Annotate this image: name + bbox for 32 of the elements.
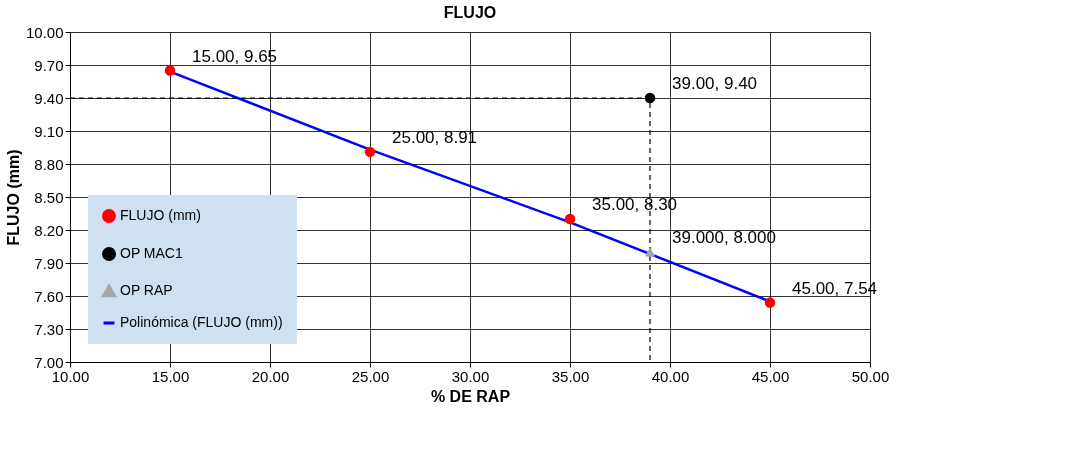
y-tick-label: 8.80 (34, 155, 64, 173)
data-label: 39.00, 9.40 (672, 74, 758, 93)
y-tick-label: 8.50 (34, 188, 64, 206)
x-axis-title: % DE RAP (430, 387, 511, 405)
point (564, 213, 576, 225)
x-tick-label: 25.00 (351, 367, 390, 385)
y-tick-label: 10.00 (25, 23, 64, 41)
legend-label: Polinómica (FLUJO (mm)) (120, 314, 283, 330)
point (644, 92, 656, 104)
y-tick-label: 7.90 (34, 254, 64, 272)
point (364, 146, 376, 158)
x-tick-label: 35.00 (551, 367, 590, 385)
legend-label: OP MAC1 (120, 245, 183, 261)
y-tick-label: 7.30 (34, 320, 64, 338)
x-tick-label: 15.00 (151, 367, 190, 385)
x-tick-label: 30.00 (451, 367, 490, 385)
x-tick-label: 50.00 (851, 367, 890, 385)
point (644, 247, 656, 257)
legend-label: OP RAP (120, 282, 173, 298)
y-tick-label: 8.20 (34, 221, 64, 239)
y-tick-label: 9.70 (34, 56, 64, 74)
y-tick-label: 7.60 (34, 287, 64, 305)
y-tick-label: 9.10 (34, 122, 64, 140)
point (164, 65, 176, 76)
x-tick-label: 20.00 (251, 367, 290, 385)
legend-label: FLUJO (mm) (120, 207, 201, 223)
y-axis-title: FLUJO (mm) (4, 149, 22, 246)
chart-title: FLUJO (443, 4, 497, 21)
y-tick-label: 9.40 (34, 89, 64, 107)
x-tick-label: 40.00 (651, 367, 690, 385)
point (764, 297, 776, 308)
x-tick-label: 45.00 (751, 367, 790, 385)
